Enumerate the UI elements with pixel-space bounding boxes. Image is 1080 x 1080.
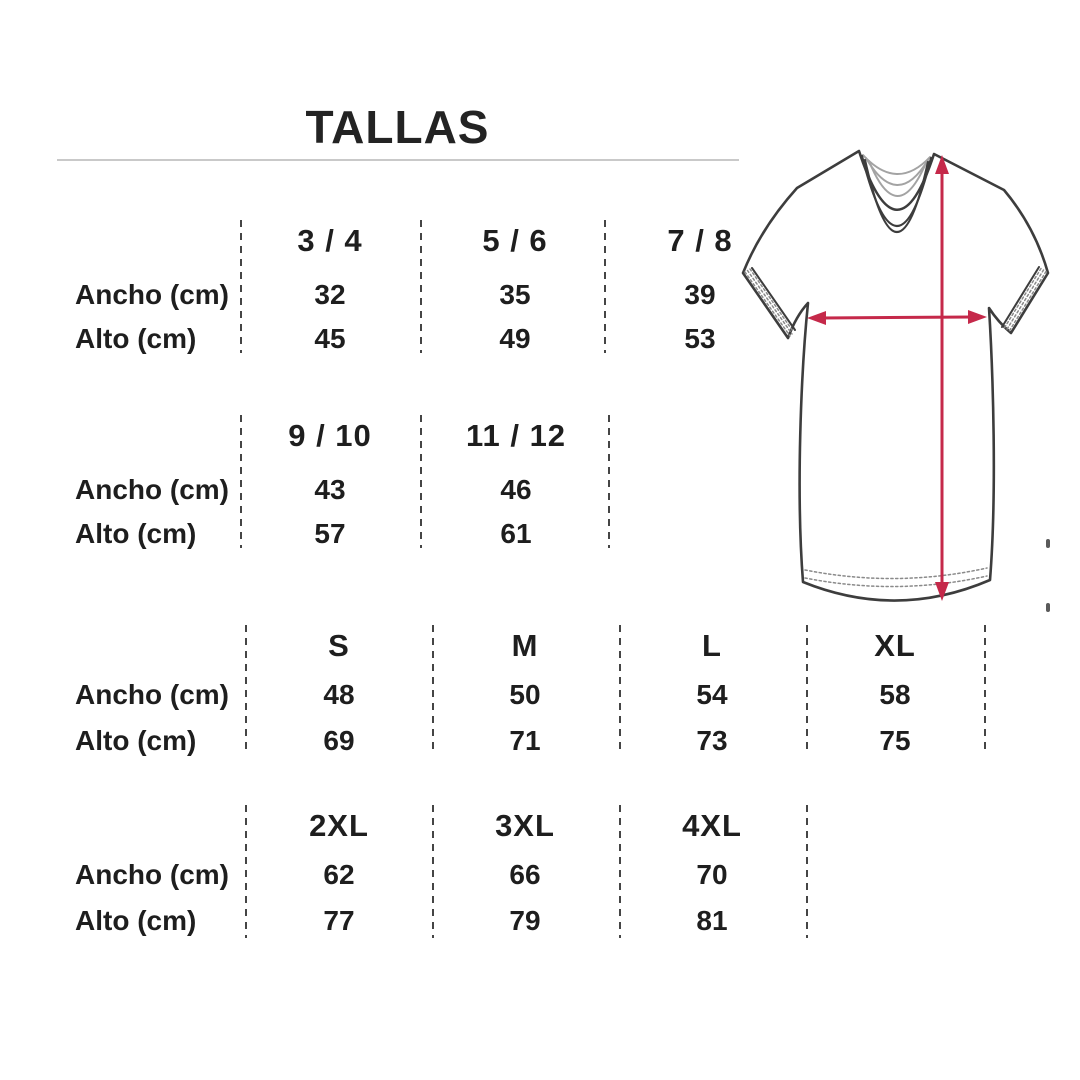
height-value: 69 <box>323 725 355 756</box>
column-divider <box>608 415 610 548</box>
column-divider <box>245 805 247 938</box>
right-cuff-stitching <box>1003 267 1047 333</box>
column-divider <box>240 220 242 353</box>
left-cuff-stitching <box>744 268 795 337</box>
page-title: TALLAS <box>305 101 490 153</box>
height-value: 45 <box>314 323 346 354</box>
column-divider <box>245 625 247 753</box>
width-value: 54 <box>696 679 728 710</box>
hem-stitching <box>804 567 988 588</box>
height-value: 75 <box>879 725 911 756</box>
collar-ribbing <box>862 154 931 197</box>
column-divider <box>984 625 986 753</box>
dash-fragment <box>1046 539 1050 548</box>
size-header: 9 / 10 <box>288 418 372 453</box>
height-row-label: Alto (cm) <box>75 905 197 936</box>
size-group-2xl-4xl: Ancho (cm) Alto (cm) 2XL 62 77 3XL 66 79… <box>0 805 1080 945</box>
height-value: 53 <box>684 323 716 354</box>
width-row-label: Ancho (cm) <box>75 859 229 890</box>
height-value: 61 <box>500 518 532 549</box>
height-value: 77 <box>323 905 355 936</box>
height-value: 49 <box>499 323 531 354</box>
collar-seam <box>860 154 933 233</box>
width-value: 50 <box>509 679 541 710</box>
title-divider <box>57 159 739 161</box>
column-divider <box>806 625 808 753</box>
height-row-label: Alto (cm) <box>75 725 197 756</box>
size-header: 4XL <box>682 808 742 843</box>
width-row-label: Ancho (cm) <box>75 679 229 710</box>
column-divider <box>432 625 434 753</box>
size-header: 7 / 8 <box>667 223 733 258</box>
column-divider <box>420 415 422 548</box>
size-header: 3XL <box>495 808 555 843</box>
column-divider <box>619 805 621 938</box>
right-cuff-seam <box>1001 266 1040 328</box>
width-value: 62 <box>323 859 355 890</box>
left-cuff-seam <box>751 267 796 331</box>
height-value: 71 <box>509 725 541 756</box>
size-group-9-12: Ancho (cm) Alto (cm) 9 / 10 43 57 11 / 1… <box>0 415 1080 555</box>
width-row-label: Ancho (cm) <box>75 474 229 505</box>
size-header: 5 / 6 <box>482 223 548 258</box>
size-header: 3 / 4 <box>297 223 363 258</box>
width-value: 32 <box>314 279 346 310</box>
height-value: 81 <box>696 905 728 936</box>
size-header: 2XL <box>309 808 369 843</box>
height-arrow-icon <box>935 155 949 601</box>
tshirt-outline <box>741 149 1050 602</box>
size-header: M <box>511 628 539 663</box>
column-divider <box>604 220 606 353</box>
height-row-label: Alto (cm) <box>75 323 197 354</box>
column-divider <box>432 805 434 938</box>
size-header: L <box>702 628 722 663</box>
height-value: 79 <box>509 905 541 936</box>
width-value: 70 <box>696 859 728 890</box>
dash-fragment <box>1046 603 1050 612</box>
width-row-label: Ancho (cm) <box>75 279 229 310</box>
size-header: XL <box>874 628 916 663</box>
height-value: 57 <box>314 518 346 549</box>
width-value: 39 <box>684 279 716 310</box>
column-divider <box>619 625 621 753</box>
width-arrow-icon <box>807 310 987 325</box>
width-value: 66 <box>509 859 541 890</box>
column-divider <box>240 415 242 548</box>
width-value: 35 <box>499 279 531 310</box>
height-value: 73 <box>696 725 728 756</box>
size-group-s-xl: Ancho (cm) Alto (cm) S 48 69 M 50 71 L 5… <box>0 625 1080 765</box>
column-divider <box>806 805 808 938</box>
width-value: 46 <box>500 474 532 505</box>
tshirt-diagram <box>741 149 1050 602</box>
size-header: S <box>328 628 350 663</box>
width-value: 48 <box>323 679 355 710</box>
width-value: 43 <box>314 474 346 505</box>
size-group-3-8: Ancho (cm) Alto (cm) 3 / 4 32 45 5 / 6 3… <box>0 220 1080 360</box>
size-header: 11 / 12 <box>465 418 567 453</box>
width-value: 58 <box>879 679 911 710</box>
column-divider <box>420 220 422 353</box>
height-row-label: Alto (cm) <box>75 518 197 549</box>
